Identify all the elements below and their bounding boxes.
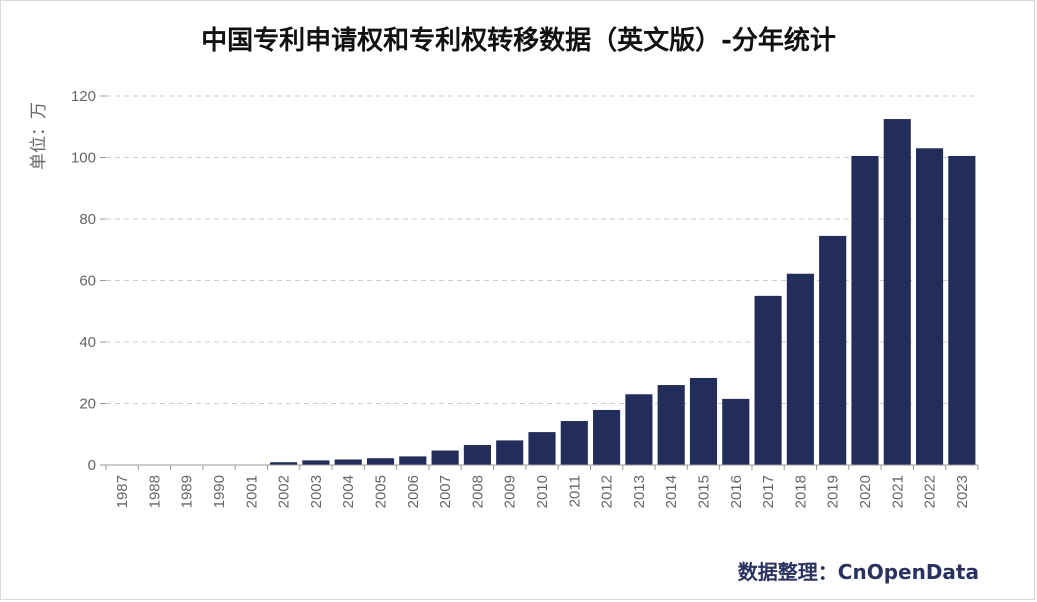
bar-2014 [657,385,685,465]
bar-2023 [948,155,976,465]
y-tick-label: 120 [71,88,96,105]
x-tick-label: 2006 [405,475,422,508]
bar-2022 [915,148,944,465]
source-note: 数据整理：CnOpenData [737,560,979,584]
x-tick-label: 1989 [179,475,196,508]
y-tick-label: 100 [71,150,96,167]
bar-2005 [366,458,395,465]
x-tick-label: 2011 [566,475,583,507]
x-tick-label: 2010 [534,475,551,508]
bar-2020 [851,155,879,465]
x-tick-label: 2016 [728,475,745,508]
x-tick-label: 2003 [308,475,325,508]
bar-2018 [786,273,814,465]
x-tick-label: 2023 [954,475,971,508]
y-tick-label: 40 [79,334,96,351]
bar-2010 [528,432,556,465]
x-tick-label: 2012 [599,475,616,508]
x-tick-label: 1987 [114,475,131,508]
y-axis-ticks: 0 20 40 60 80 100 120 [71,88,106,474]
y-axis-label: 单位：万 [29,102,49,170]
gridlines [106,95,978,404]
x-tick-label: 2017 [760,475,777,508]
x-tick-label: 2002 [276,475,293,508]
bar-2019 [819,235,847,465]
y-tick-label: 80 [79,211,96,228]
x-tick-label: 2019 [825,475,842,508]
x-tick-label: 2007 [437,475,454,508]
x-tick-label: 2021 [889,475,906,508]
bar-2007 [431,450,459,465]
bar-2012 [593,409,621,465]
bar-2002 [270,462,298,465]
x-tick-label: 2013 [631,475,648,508]
x-tick-label: 2022 [922,475,939,508]
x-axis-ticks: 1987 1988 1989 1990 2001 2002 2003 2004 2005 2006… [105,465,979,508]
x-tick-label: 1990 [211,475,228,508]
y-tick-label: 60 [79,273,96,290]
y-tick-label: 0 [88,457,96,474]
chart-title: 中国专利申请权和专利权转移数据（英文版）-分年统计 [201,26,836,56]
bar-2021 [883,119,911,465]
bar-2013 [625,394,653,465]
x-tick-label: 2005 [373,475,390,508]
y-tick-label: 20 [79,396,96,413]
bar-2009 [496,440,524,465]
x-tick-label: 2015 [695,475,712,508]
bar-2015 [689,377,718,465]
bars [108,119,976,465]
bar-2006 [399,456,427,465]
bar-2016 [722,398,750,465]
x-tick-label: 2009 [502,475,519,508]
x-tick-label: 2020 [857,475,874,508]
bar-2011 [560,421,588,465]
bar-2017 [754,295,782,465]
x-tick-label: 2008 [469,475,486,508]
x-tick-label: 2001 [243,475,260,508]
bar-2003 [302,460,330,465]
x-tick-label: 2014 [663,475,680,508]
bar-2004 [334,459,362,465]
x-tick-label: 1988 [146,475,163,508]
x-tick-label: 2018 [792,475,809,508]
x-tick-label: 2004 [340,475,357,508]
bar-2008 [463,445,491,465]
